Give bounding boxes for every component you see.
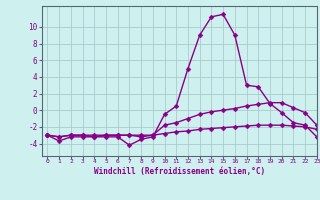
X-axis label: Windchill (Refroidissement éolien,°C): Windchill (Refroidissement éolien,°C)	[94, 167, 265, 176]
